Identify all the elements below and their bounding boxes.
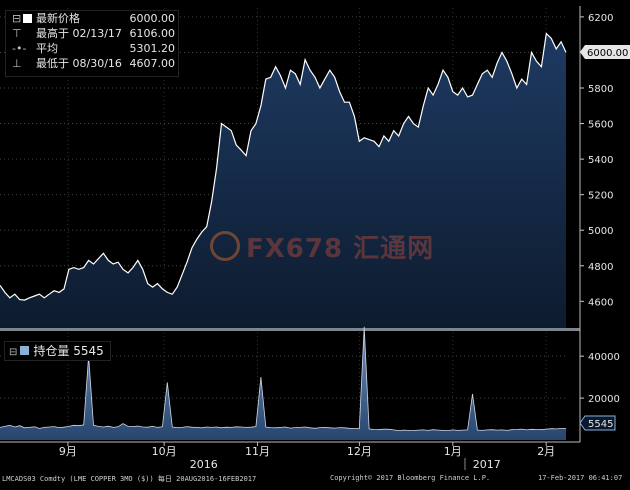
oi-y-axis: 20000 40000 bbox=[580, 352, 620, 405]
x-tick-label: 10月 bbox=[152, 445, 177, 458]
price-tick-label: 4800 bbox=[588, 262, 613, 273]
last-price-swatch-icon bbox=[23, 14, 32, 23]
legend-high-row: ⊤ 最高于 02/13/17 6106.00 bbox=[6, 26, 178, 41]
open-interest-area bbox=[0, 326, 566, 440]
x-tick-label: 12月 bbox=[347, 445, 372, 458]
legend-low-row: ⊥ 最低于 08/30/16 4607.00 bbox=[6, 56, 178, 71]
year-label: 2016 bbox=[190, 458, 218, 471]
x-tick-label: 2月 bbox=[537, 445, 555, 458]
legend-last-row: ⊟ 最新价格 6000.00 bbox=[6, 11, 178, 26]
price-tick-label: 5200 bbox=[588, 191, 613, 202]
price-tick-label: 5400 bbox=[588, 155, 613, 166]
footer-right: 17-Feb-2017 06:41:07 bbox=[538, 474, 623, 482]
price-tick-label: 4600 bbox=[588, 297, 613, 308]
price-last-tag-bg bbox=[580, 45, 630, 59]
legend-low-label: 最低于 08/30/16 bbox=[36, 57, 122, 70]
low-marker-icon: ⊥ bbox=[12, 57, 22, 70]
globe-logo-icon bbox=[210, 231, 240, 261]
x-tick-label: 11月 bbox=[245, 445, 270, 458]
x-tick-label: 1月 bbox=[444, 445, 462, 458]
x-axis: 9月 10月 11月 12月 1月 2月 2016 2017 bbox=[0, 441, 580, 471]
year-label: 2017 bbox=[473, 458, 501, 471]
oi-legend-value: 5545 bbox=[73, 344, 104, 358]
collapse-icon[interactable]: ⊟ bbox=[9, 347, 18, 358]
legend-low-value: 4607.00 bbox=[129, 57, 176, 70]
legend-last-value: 6000.00 bbox=[129, 12, 176, 25]
open-interest-line bbox=[0, 326, 567, 432]
price-area bbox=[0, 33, 566, 328]
oi-tick-label: 40000 bbox=[588, 352, 620, 363]
oi-last-tag: 5545 bbox=[588, 419, 613, 430]
legend-high-value: 6106.00 bbox=[129, 27, 176, 40]
price-tick-label: 5600 bbox=[588, 120, 613, 131]
watermark-text: FX678 汇通网 bbox=[246, 234, 435, 264]
price-last-tag: 6000.00 bbox=[587, 48, 628, 59]
high-marker-icon: ⊤ bbox=[12, 27, 22, 40]
legend-avg-row: -•- 平均 5301.20 bbox=[6, 41, 178, 56]
footer: LMCADS03 Comdty (LME COPPER 3MO ($)) 每日 … bbox=[0, 472, 630, 488]
oi-last-tag-bg bbox=[579, 415, 616, 431]
oi-tick-label: 20000 bbox=[588, 394, 620, 405]
watermark: FX678 汇通网 bbox=[210, 228, 434, 265]
price-tick-label: 6200 bbox=[588, 13, 613, 24]
price-line bbox=[0, 32, 567, 301]
panel-divider bbox=[0, 328, 580, 331]
price-tick-label: 5800 bbox=[588, 84, 613, 95]
x-tick-label: 9月 bbox=[59, 445, 77, 458]
legend-avg-value: 5301.20 bbox=[129, 42, 176, 55]
legend-last-label: 最新价格 bbox=[36, 12, 80, 25]
average-marker-icon: -•- bbox=[12, 42, 27, 55]
footer-left: LMCADS03 Comdty (LME COPPER 3MO ($)) 每日 … bbox=[2, 475, 257, 483]
oi-swatch-icon bbox=[20, 346, 30, 355]
oi-legend: ⊟ 持仓量 5545 bbox=[4, 341, 111, 361]
collapse-icon[interactable]: ⊟ bbox=[12, 12, 22, 25]
legend-avg-label: 平均 bbox=[36, 42, 58, 55]
price-tick-label: 5000 bbox=[588, 226, 613, 237]
price-legend: ⊟ 最新价格 6000.00 ⊤ 最高于 02/13/17 6106.00 -•… bbox=[5, 10, 179, 77]
legend-high-label: 最高于 02/13/17 bbox=[36, 27, 122, 40]
oi-legend-label: 持仓量 bbox=[33, 344, 70, 358]
footer-center: Copyright© 2017 Bloomberg Finance L.P. bbox=[330, 474, 491, 482]
